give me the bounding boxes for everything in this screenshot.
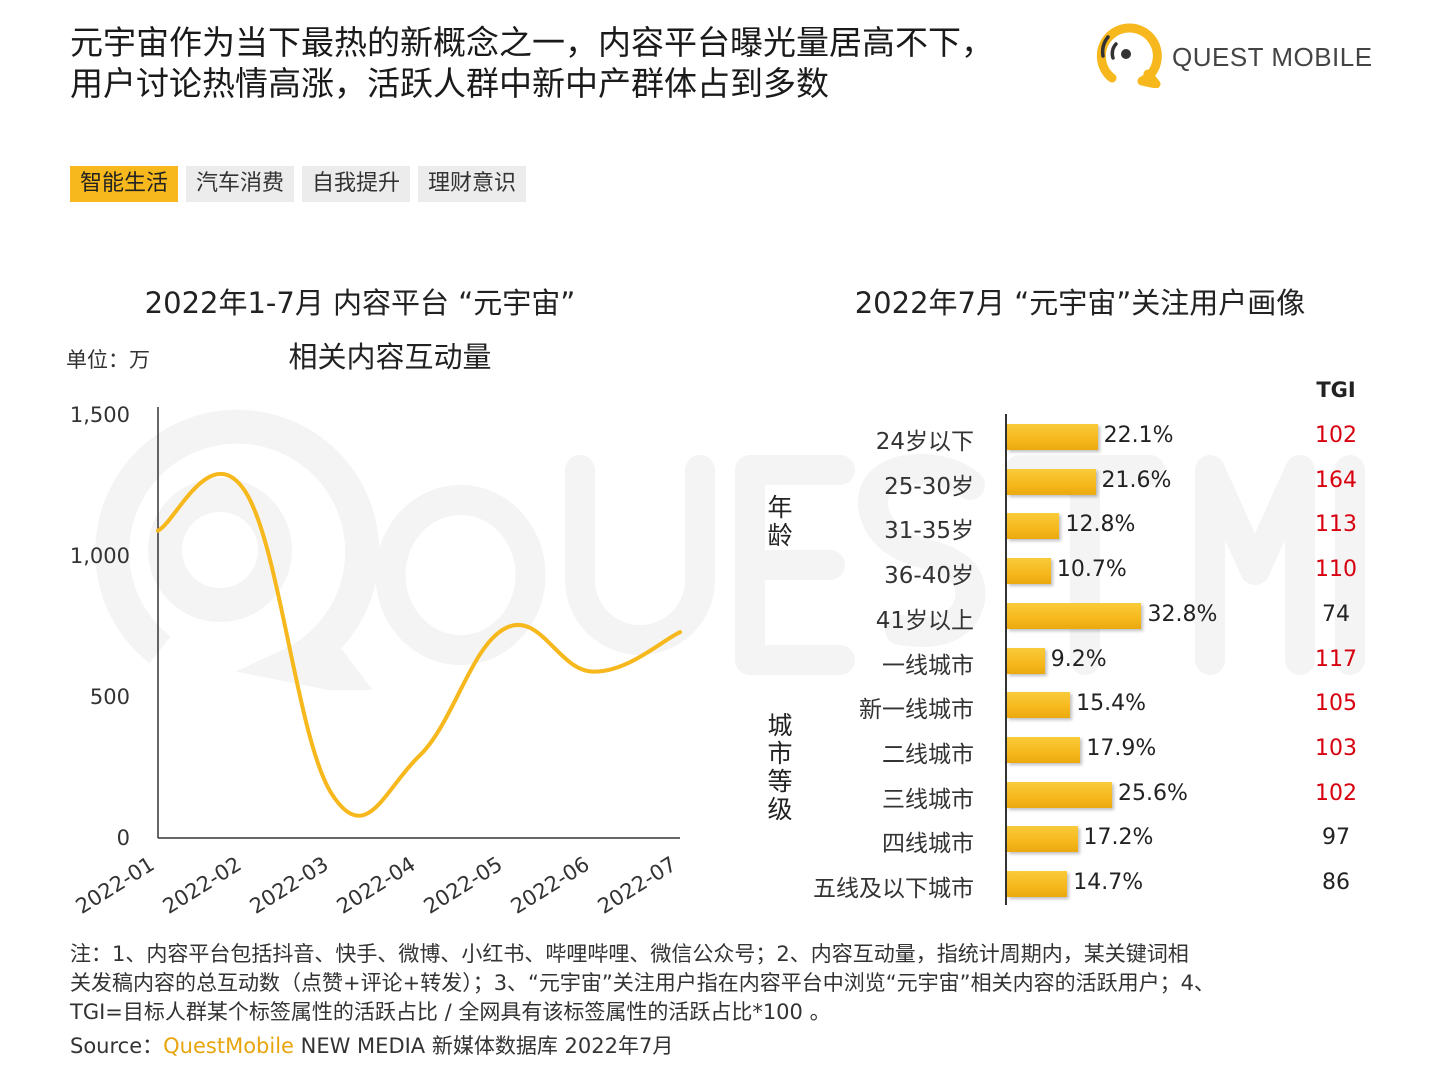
value-label: 17.9%: [1086, 735, 1157, 761]
tgi-header: TGI: [1316, 378, 1356, 402]
x-tick-label: 2022-06: [507, 852, 594, 919]
x-tick-label: 2022-03: [246, 852, 333, 919]
line-chart-title-line-2: 相关内容互动量: [288, 340, 492, 374]
category-label: 41岁以上: [875, 607, 974, 634]
x-tick-label: 2022-05: [420, 852, 507, 919]
tgi-value: 117: [1315, 646, 1357, 672]
page-title-line-2: 用户讨论热情高涨，活跃人群中新中产群体占到多数: [70, 64, 829, 103]
quest-mobile-logo-icon: [1096, 23, 1162, 89]
page-title: 元宇宙作为当下最热的新概念之一，内容平台曝光量居高不下， 用户讨论热情高涨，活跃…: [70, 22, 1080, 104]
bar: [1007, 513, 1060, 540]
tgi-value: 110: [1315, 557, 1357, 583]
bar-chart-title: 2022年7月 “元宇宙”关注用户画像: [854, 286, 1306, 320]
x-tick-label: 2022-01: [72, 852, 159, 919]
category-label: 三线城市: [882, 786, 974, 813]
data-point: [504, 626, 508, 630]
bar: [1007, 558, 1051, 585]
data-point: [330, 792, 334, 797]
value-label: 21.6%: [1101, 467, 1172, 493]
category-label: 一线城市: [882, 652, 974, 679]
line-chart-title-line-1: 2022年1-7月 内容平台 “元宇宙”: [144, 286, 576, 320]
category-label: 五线及以下城市: [813, 876, 974, 902]
x-tick-label: 2022-07: [594, 852, 681, 919]
category-label: 31-35岁: [884, 518, 974, 545]
tgi-value: 103: [1315, 735, 1357, 761]
watermark-logo: [95, 409, 1365, 690]
data-point: [243, 489, 247, 493]
value-label: 10.7%: [1056, 557, 1127, 583]
source-prefix: Source：: [70, 1034, 164, 1058]
category-label: 36-40岁: [884, 563, 974, 590]
bar: [1007, 468, 1096, 495]
quest-mobile-logo: QUEST MOBILE: [1090, 18, 1380, 89]
tgi-value: 164: [1315, 467, 1357, 493]
tag-car-consumption[interactable]: 汽车消费: [186, 166, 295, 202]
footnote-line-2: 关发稿内容的总互动数（点赞+评论+转发）；3、“元宇宙”关注用户指在内容平台中浏…: [70, 971, 1215, 995]
bar: [1007, 826, 1078, 853]
bar: [1007, 871, 1068, 897]
logo-wordmark: QUEST MOBILE: [1172, 42, 1373, 72]
value-label: 9.2%: [1050, 646, 1107, 672]
value-label: 12.8%: [1065, 512, 1136, 538]
group-label-city-tier: 城市等级: [767, 711, 793, 825]
bar: [1007, 736, 1081, 763]
footnote-line-3: TGI=目标人群某个标签属性的活跃占比 / 全网具有该标签属性的活跃占比*100…: [70, 1000, 831, 1024]
x-tick-label: 2022-04: [333, 852, 420, 919]
data-point: [417, 754, 421, 759]
tag-smart-life[interactable]: 智能生活: [70, 166, 179, 202]
y-tick-label: 1,000: [70, 544, 130, 568]
y-tick-label: 0: [117, 826, 130, 850]
value-label: 25.6%: [1117, 780, 1188, 806]
bar: [1007, 602, 1142, 629]
data-point: [591, 669, 595, 674]
category-label: 二线城市: [882, 741, 974, 768]
bar-chart-axis: [1005, 414, 1007, 905]
value-label: 32.8%: [1147, 601, 1218, 627]
y-tick-label: 1,500: [70, 403, 130, 427]
footnote-line-1: 注：1、内容平台包括抖音、快手、微博、小红书、哔哩哔哩、微信公众号；2、内容互动…: [70, 942, 1189, 966]
value-label: 17.2%: [1083, 825, 1154, 851]
value-label: 22.1%: [1103, 423, 1174, 448]
page-title-line-1: 元宇宙作为当下最热的新概念之一，内容平台曝光量居高不下，: [70, 23, 994, 62]
topic-tags: 智能生活 汽车消费 自我提升 理财意识: [70, 166, 527, 202]
data-point: [156, 528, 160, 533]
bar: [1007, 692, 1071, 719]
category-label: 24岁以下: [875, 429, 974, 455]
bar: [1007, 424, 1098, 450]
value-label: 15.4%: [1076, 691, 1147, 717]
tgi-value: 102: [1315, 780, 1357, 806]
group-label-age: 年龄: [767, 493, 793, 551]
line-chart-unit: 单位：万: [66, 348, 150, 372]
category-label: 25-30岁: [884, 473, 974, 500]
tag-self-improvement[interactable]: 自我提升: [302, 166, 411, 202]
category-label: 四线城市: [882, 831, 974, 858]
value-label: 14.7%: [1073, 870, 1144, 895]
x-tick-label: 2022-02: [159, 852, 246, 919]
source-brand: QuestMobile: [163, 1034, 294, 1058]
tgi-value: 113: [1315, 512, 1357, 538]
tgi-value: 97: [1322, 825, 1350, 851]
tgi-value: 74: [1322, 601, 1350, 627]
series-line: [156, 472, 682, 818]
tgi-value: 102: [1315, 423, 1357, 448]
tag-finance-awareness[interactable]: 理财意识: [418, 166, 527, 202]
source-line: Source：QuestMobile NEW MEDIA 新媒体数据库 2022…: [70, 1030, 673, 1060]
bar: [1007, 781, 1112, 808]
tgi-value: 105: [1315, 691, 1357, 717]
y-tick-label: 500: [90, 685, 130, 709]
bar: [1007, 647, 1045, 674]
tgi-value: 86: [1322, 870, 1350, 895]
category-label: 新一线城市: [859, 697, 974, 724]
source-suffix: NEW MEDIA 新媒体数据库 2022年7月: [293, 1034, 674, 1058]
footnote: 注：1、内容平台包括抖音、快手、微博、小红书、哔哩哔哩、微信公众号；2、内容互动…: [70, 940, 1370, 1027]
data-point: [678, 630, 682, 634]
